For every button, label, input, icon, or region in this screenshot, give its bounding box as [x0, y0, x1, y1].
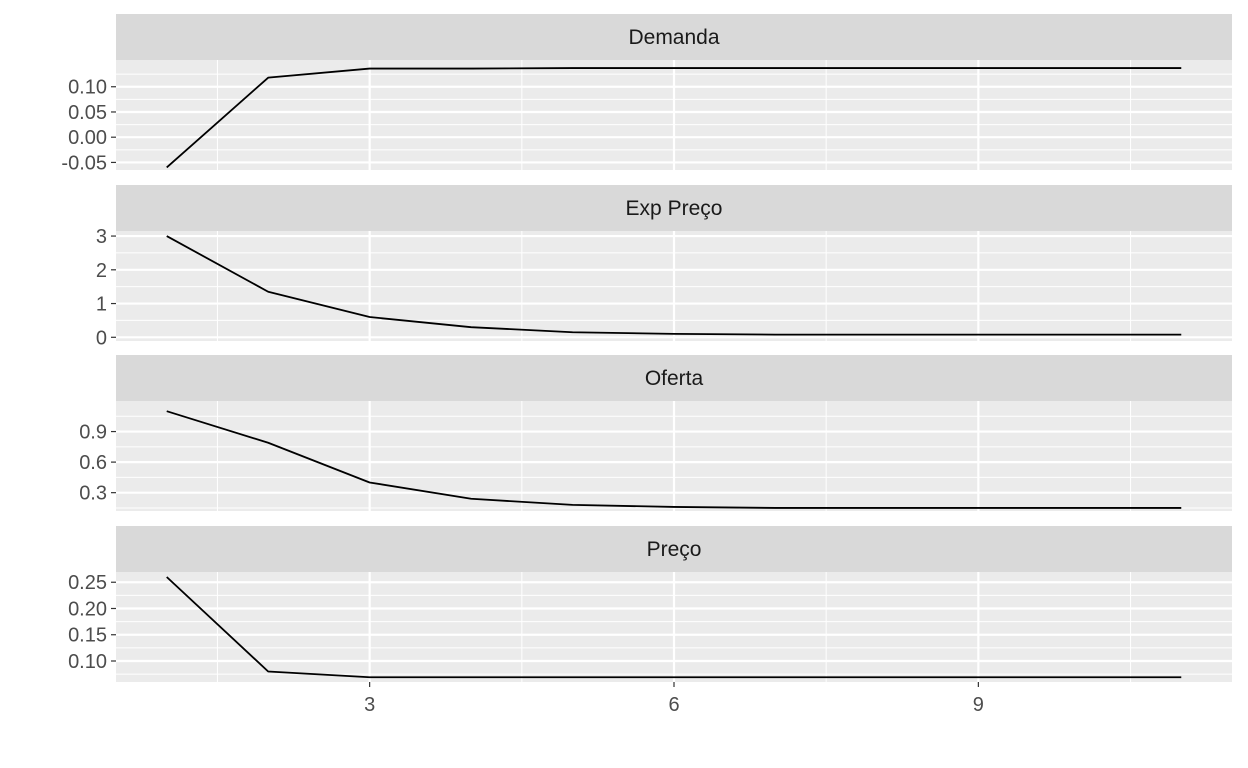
strip-background	[116, 14, 1232, 60]
data-point	[1179, 675, 1183, 679]
series-line-preco	[166, 576, 1182, 679]
data-point	[571, 503, 575, 507]
data-point	[469, 497, 473, 501]
data-point	[875, 333, 879, 337]
facet-demanda: Demanda -0.05 0.00 0.05 0.10	[61, 14, 1232, 174]
y-tick-label: 3	[96, 226, 107, 248]
data-point	[773, 675, 777, 679]
y-tick-label: -0.05	[61, 152, 107, 174]
facet-oferta: Oferta 0.3 0.6 0.9	[79, 355, 1232, 511]
data-point	[165, 234, 169, 238]
data-point	[976, 675, 980, 679]
strip-background	[116, 355, 1232, 401]
x-tick-label: 9	[973, 694, 984, 716]
data-point	[368, 675, 372, 679]
y-tick-label: 2	[96, 260, 107, 282]
data-point	[571, 66, 575, 70]
data-point	[976, 506, 980, 510]
data-point	[165, 409, 169, 413]
data-point	[266, 290, 270, 294]
series-line-oferta	[166, 410, 1182, 509]
data-point	[1078, 66, 1082, 70]
data-point	[875, 66, 879, 70]
data-point	[266, 76, 270, 80]
y-tick-label: 0.15	[68, 625, 107, 647]
data-point	[165, 575, 169, 579]
data-point	[1078, 333, 1082, 337]
series-line-exp-preco	[166, 235, 1182, 336]
data-point	[672, 332, 676, 336]
data-point	[266, 441, 270, 445]
data-point	[976, 66, 980, 70]
y-tick-label: 0.20	[68, 598, 107, 620]
data-point	[672, 505, 676, 509]
data-point	[1078, 506, 1082, 510]
y-tick-label: 0.05	[68, 102, 107, 124]
data-point	[1179, 333, 1183, 337]
data-point	[368, 315, 372, 319]
strip-label: Oferta	[645, 367, 704, 390]
series-line-demanda	[166, 67, 1182, 169]
x-axis: 3 6 9	[364, 682, 984, 716]
x-tick-label: 3	[364, 694, 375, 716]
y-tick-label: 0	[96, 327, 107, 349]
data-point	[1078, 675, 1082, 679]
data-point	[368, 67, 372, 71]
y-tick-label: 0.9	[79, 422, 107, 444]
data-point	[368, 480, 372, 484]
data-point	[672, 66, 676, 70]
strip-label: Preço	[647, 538, 702, 561]
data-point	[469, 675, 473, 679]
data-point	[875, 675, 879, 679]
y-tick-label: 0.6	[79, 452, 107, 474]
data-point	[469, 67, 473, 71]
y-tick-label: 0.10	[68, 651, 107, 673]
facet-preco: Preço 0.10 0.15 0.20 0.25	[68, 526, 1232, 682]
strip-label: Exp Preço	[626, 197, 723, 220]
y-tick-label: 0.00	[68, 127, 107, 149]
data-point	[1179, 506, 1183, 510]
data-point	[672, 675, 676, 679]
y-tick-label: 1	[96, 294, 107, 316]
data-point	[571, 675, 575, 679]
strip-background	[116, 526, 1232, 572]
y-tick-label: 0.3	[79, 483, 107, 505]
data-point	[266, 669, 270, 673]
facet-panels: Demanda -0.05 0.00 0.05 0.10 Exp Preço 0 1 2 3 Ofe…	[61, 14, 1232, 682]
facet-exp-preco: Exp Preço 0 1 2 3	[96, 185, 1232, 349]
data-point	[773, 66, 777, 70]
y-tick-label: 0.10	[68, 77, 107, 99]
data-point	[875, 506, 879, 510]
data-point	[571, 330, 575, 334]
data-point	[469, 325, 473, 329]
y-tick-label: 0.25	[68, 572, 107, 594]
data-point	[165, 165, 169, 169]
data-point	[976, 333, 980, 337]
data-point	[1179, 66, 1183, 70]
x-tick-label: 6	[668, 694, 679, 716]
data-point	[773, 506, 777, 510]
strip-background	[116, 185, 1232, 231]
data-point	[773, 333, 777, 337]
strip-label: Demanda	[628, 26, 719, 49]
